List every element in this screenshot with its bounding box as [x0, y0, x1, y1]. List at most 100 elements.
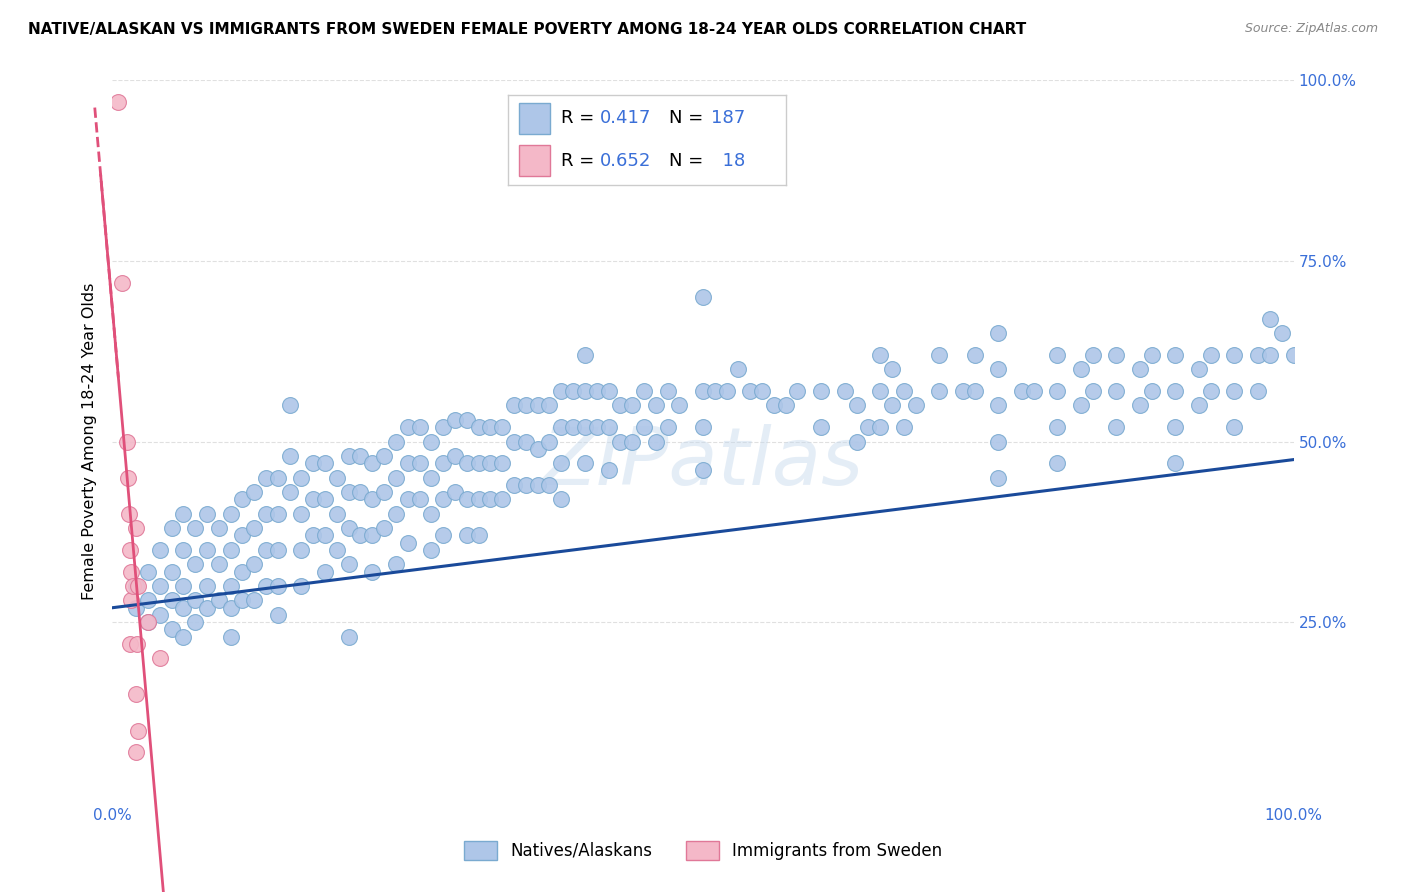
Point — [149, 542, 172, 557]
Point — [231, 593, 253, 607]
Point — [515, 434, 537, 449]
Point — [302, 528, 325, 542]
Point — [337, 558, 360, 572]
Point — [290, 470, 312, 484]
Point — [503, 434, 526, 449]
Point — [314, 492, 336, 507]
Point — [1223, 420, 1246, 434]
Point — [550, 420, 572, 434]
Point — [243, 593, 266, 607]
Point — [184, 521, 207, 535]
Point — [349, 528, 371, 542]
Point — [254, 470, 277, 484]
Point — [184, 615, 207, 630]
Point — [703, 384, 725, 398]
Point — [127, 579, 149, 593]
Point — [740, 384, 762, 398]
Point — [337, 449, 360, 463]
Point — [136, 565, 159, 579]
Point — [267, 470, 290, 484]
Point — [361, 492, 384, 507]
Point — [657, 384, 679, 398]
Point — [408, 420, 430, 434]
Point — [444, 485, 467, 500]
Point — [1223, 384, 1246, 398]
Point — [337, 630, 360, 644]
Point — [149, 651, 172, 665]
Point — [952, 384, 974, 398]
Point — [267, 507, 290, 521]
Point — [396, 535, 419, 549]
Point — [574, 456, 596, 470]
Point — [120, 565, 142, 579]
Point — [160, 593, 183, 607]
Point — [125, 600, 148, 615]
Point — [1070, 398, 1092, 412]
Point — [432, 420, 454, 434]
Point — [420, 542, 443, 557]
Legend: Natives/Alaskans, Immigrants from Sweden: Natives/Alaskans, Immigrants from Sweden — [457, 834, 949, 867]
Point — [880, 398, 903, 412]
Point — [1164, 420, 1187, 434]
Point — [1164, 384, 1187, 398]
Point — [172, 630, 194, 644]
Point — [987, 470, 1010, 484]
Point — [267, 579, 290, 593]
Point — [869, 348, 891, 362]
Point — [349, 485, 371, 500]
Point — [278, 485, 301, 500]
Point — [598, 384, 620, 398]
Point — [208, 558, 231, 572]
Point — [1046, 420, 1069, 434]
Point — [751, 384, 773, 398]
Point — [503, 398, 526, 412]
Point — [526, 442, 548, 456]
Point — [326, 542, 349, 557]
Point — [172, 542, 194, 557]
Point — [125, 579, 148, 593]
Point — [834, 384, 856, 398]
Point — [1105, 420, 1128, 434]
Point — [243, 521, 266, 535]
Point — [845, 398, 868, 412]
Point — [136, 615, 159, 630]
Point — [621, 398, 644, 412]
Point — [243, 485, 266, 500]
Point — [172, 507, 194, 521]
Point — [396, 492, 419, 507]
Point — [385, 470, 408, 484]
Point — [444, 449, 467, 463]
Point — [963, 384, 986, 398]
Point — [120, 542, 142, 557]
Point — [314, 456, 336, 470]
Point — [1247, 384, 1270, 398]
Point — [290, 507, 312, 521]
Point — [456, 528, 478, 542]
Point — [385, 434, 408, 449]
Point — [396, 420, 419, 434]
Point — [550, 384, 572, 398]
Point — [775, 398, 797, 412]
Point — [928, 348, 950, 362]
Point — [668, 398, 690, 412]
Point — [254, 507, 277, 521]
Point — [127, 637, 149, 651]
Point — [1258, 311, 1281, 326]
Point — [385, 507, 408, 521]
Point — [585, 384, 607, 398]
Point — [479, 492, 502, 507]
Point — [503, 478, 526, 492]
Point — [987, 326, 1010, 340]
Point — [136, 593, 159, 607]
Point — [550, 492, 572, 507]
Point — [125, 745, 148, 759]
Point — [326, 507, 349, 521]
Point — [1129, 362, 1152, 376]
Point — [928, 384, 950, 398]
Point — [118, 507, 141, 521]
Point — [290, 579, 312, 593]
Point — [125, 521, 148, 535]
Point — [515, 398, 537, 412]
Point — [467, 456, 489, 470]
Point — [172, 579, 194, 593]
